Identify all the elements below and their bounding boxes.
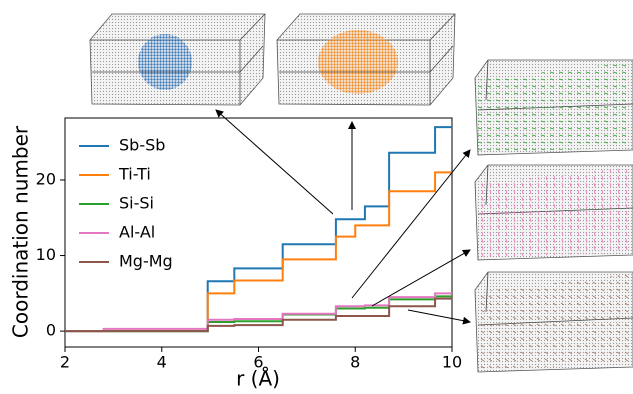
x-tick-label: 4: [157, 353, 167, 372]
figure: 24681001020Sb-SbTi-TiSi-SiAl-AlMg-Mg r (…: [0, 0, 633, 394]
annotation-arrows: [216, 110, 470, 322]
y-tick-label: 0: [46, 321, 56, 340]
legend-label: Mg-Mg: [119, 252, 173, 271]
legend-label: Al-Al: [119, 223, 155, 242]
legend-label: Si-Si: [119, 194, 154, 213]
legend-label: Sb-Sb: [119, 136, 165, 155]
legend-label: Ti-Ti: [118, 165, 151, 184]
x-axis-label: r (Å): [236, 367, 280, 391]
x-tick-label: 2: [60, 353, 70, 372]
y-tick-label: 10: [36, 245, 56, 264]
series-line: [65, 299, 452, 331]
structure-insets: [90, 14, 633, 372]
x-tick-label: 8: [350, 353, 360, 372]
x-tick-label: 10: [442, 353, 462, 372]
y-tick-label: 20: [36, 169, 56, 188]
y-axis-label: Coordination number: [9, 125, 33, 338]
